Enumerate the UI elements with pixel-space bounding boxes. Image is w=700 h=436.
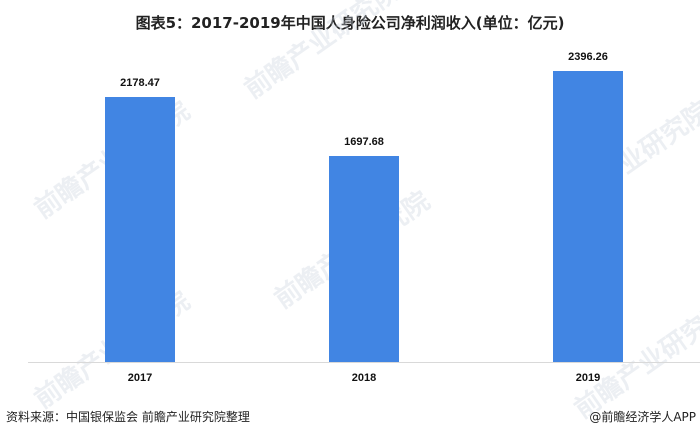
bar-2018 [329,156,399,362]
credit-note: @前瞻经济学人APP [589,410,696,424]
chart-title: 图表5：2017-2019年中国人身险公司净利润收入(单位：亿元) [135,14,565,32]
value-label-2017: 2178.47 [120,77,160,89]
value-label-2019: 2396.26 [568,51,608,63]
bar-2019 [553,71,623,362]
x-tick-2018: 2018 [351,372,377,384]
bar-2017 [105,97,175,362]
x-tick-2017: 2017 [127,372,153,384]
x-axis-line [28,362,700,363]
value-label-2018: 1697.68 [344,136,384,148]
x-tick-2019: 2019 [575,372,601,384]
source-note: 资料来源：中国银保监会 前瞻产业研究院整理 [6,410,250,424]
